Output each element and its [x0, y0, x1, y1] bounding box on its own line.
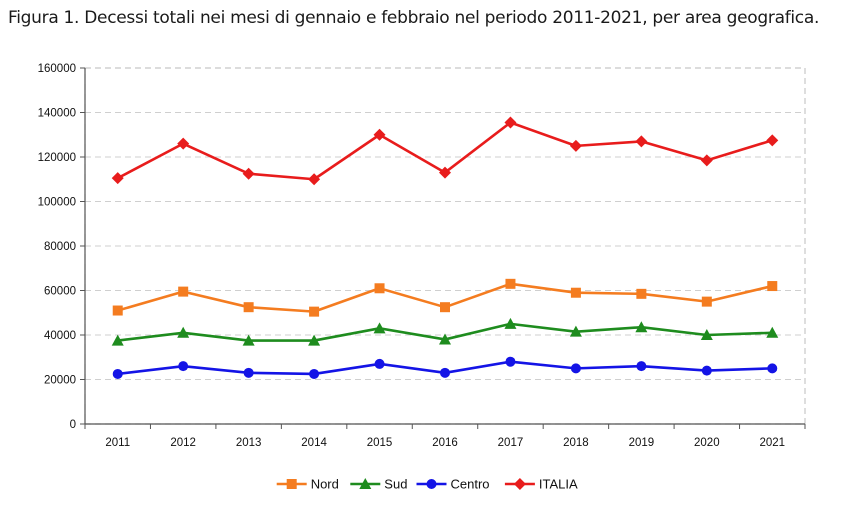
data-point-centro [309, 368, 320, 379]
data-point-nord [767, 281, 778, 292]
y-tick-label: 40000 [44, 330, 76, 342]
data-point-centro [112, 368, 123, 379]
data-point-centro [440, 367, 450, 378]
x-tick-label: 2019 [629, 437, 655, 449]
data-point-centro [178, 361, 189, 372]
data-point-sud [373, 322, 386, 334]
data-point-nord [505, 278, 516, 289]
data-point-nord [570, 287, 581, 298]
data-point-sud [242, 334, 255, 346]
data-point-italia [373, 128, 386, 141]
data-point-centro [767, 363, 778, 374]
x-tick-label: 2021 [759, 437, 785, 449]
legend-label-nord: Nord [311, 477, 339, 492]
data-point-sud [700, 329, 713, 340]
data-point-italia [111, 172, 124, 185]
data-point-italia [766, 134, 779, 147]
legend-marker-sud [359, 478, 372, 489]
x-tick-label: 2016 [432, 437, 458, 449]
data-point-sud [569, 325, 582, 337]
x-tick-label: 2017 [498, 437, 524, 449]
y-tick-label: 120000 [38, 152, 76, 164]
x-tick-label: 2013 [236, 437, 262, 449]
data-point-sud [635, 321, 648, 333]
data-point-nord [374, 283, 385, 294]
data-point-italia [308, 173, 321, 186]
data-point-italia [177, 137, 190, 150]
legend-label-italia: ITALIA [539, 477, 578, 492]
data-point-italia [635, 135, 648, 148]
data-point-italia [439, 166, 451, 179]
legend-label-centro: Centro [451, 477, 490, 492]
data-point-nord [701, 296, 712, 307]
data-point-italia [700, 154, 713, 167]
data-point-nord [309, 306, 320, 317]
axes: 0 20000 40000 60000 80000 100000 120000 140000 1… [38, 63, 806, 449]
data-point-nord [636, 288, 647, 299]
figure-title: Figura 1. Decessi totali nei mesi di gen… [8, 8, 820, 28]
data-point-italia [569, 139, 582, 152]
data-point-centro [374, 358, 385, 369]
x-tick-label: 2020 [694, 437, 720, 449]
data-point-sud [439, 333, 451, 345]
legend-marker-italia [513, 478, 526, 490]
y-tick-label: 140000 [38, 108, 76, 120]
x-tick-label: 2011 [105, 437, 130, 449]
y-tick-label: 0 [70, 419, 76, 431]
legend: Nord Sud Centro ITALIA [276, 477, 578, 492]
legend-label-sud: Sud [384, 477, 407, 492]
data-point-sud [177, 326, 190, 338]
data-point-sud [308, 334, 321, 346]
data-point-sud [766, 326, 779, 338]
data-point-italia [504, 116, 517, 129]
data-point-nord [112, 305, 123, 316]
data-point-sud [504, 317, 517, 329]
data-point-centro [570, 363, 581, 374]
data-point-centro [701, 365, 712, 376]
x-tick-label: 2018 [563, 437, 589, 449]
legend-marker-centro [426, 479, 437, 489]
x-tick-label: 2014 [301, 437, 327, 449]
data-point-centro [243, 367, 254, 378]
x-tick-label: 2015 [367, 437, 393, 449]
data-point-centro [636, 361, 647, 372]
legend-marker-nord [286, 479, 297, 489]
y-tick-label: 20000 [44, 375, 76, 387]
data-point-nord [178, 286, 189, 297]
data-point-nord [243, 302, 254, 313]
y-tick-label: 80000 [44, 241, 76, 253]
y-tick-label: 100000 [38, 197, 76, 209]
data-point-italia [242, 167, 255, 180]
y-tick-label: 160000 [38, 63, 76, 75]
data-point-centro [505, 356, 516, 367]
data-point-nord [440, 302, 450, 313]
series-layer [111, 116, 779, 379]
x-tick-label: 2012 [170, 437, 196, 449]
y-tick-label: 60000 [44, 286, 76, 298]
data-point-sud [111, 334, 124, 346]
